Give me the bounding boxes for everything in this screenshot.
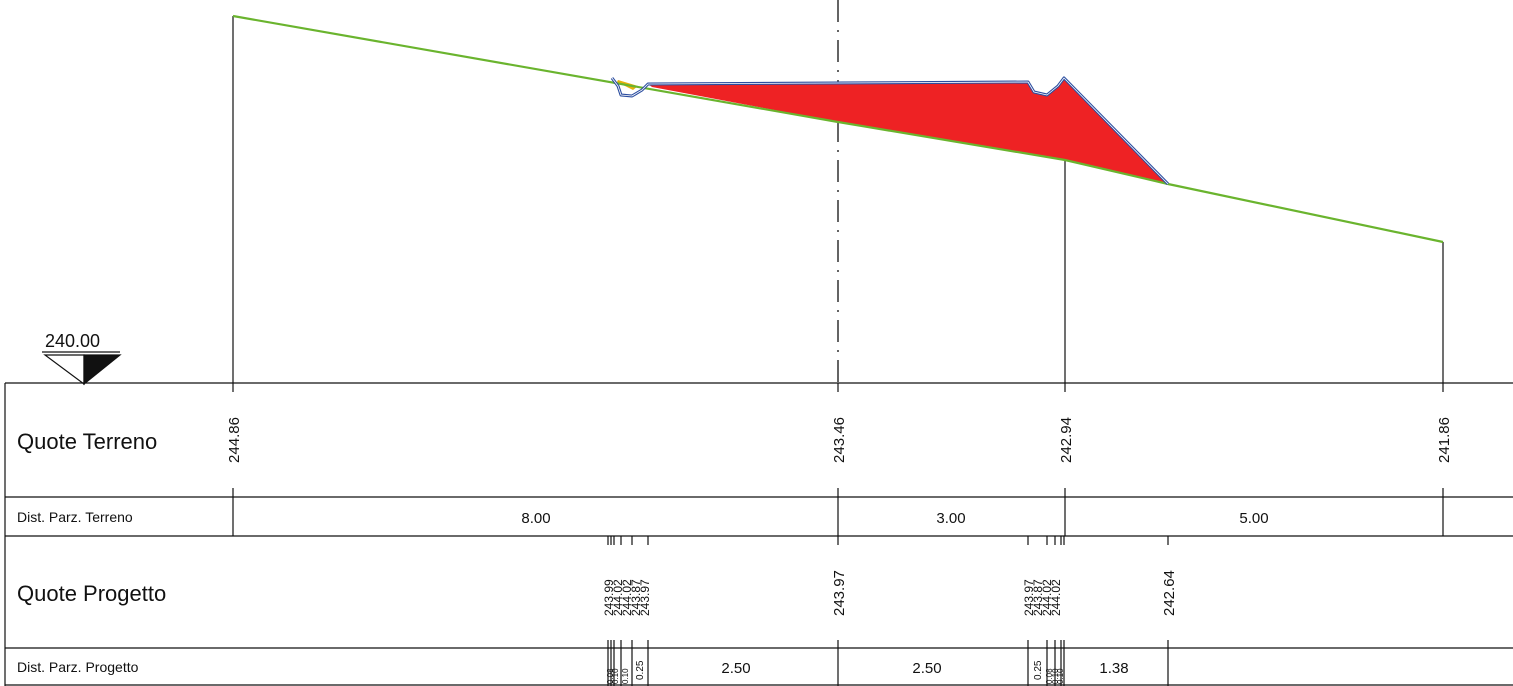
datum-triangle-black: [83, 354, 122, 386]
project-distance-label: 2.50: [721, 660, 750, 677]
project-distance-tiny-label: 0.08: [606, 668, 615, 684]
project-distance-tiny-label: 0.10: [1056, 668, 1065, 684]
project-distance-tiny-label: 0.10: [611, 668, 620, 684]
terrain-elevation-label: 241.86: [1436, 417, 1453, 463]
row-header-quote-progetto: Quote Progetto: [17, 581, 166, 606]
terrain-elevation-label: 244.86: [226, 417, 243, 463]
project-distance-tiny-label: 0.10: [621, 668, 630, 684]
project-distance-label: 1.38: [1099, 660, 1128, 677]
row-header-dist-parz-terreno: Dist. Parz. Terreno: [17, 509, 133, 525]
embankment-fill: [648, 78, 1168, 184]
datum-triangle-white: [43, 354, 85, 386]
terrain-distance-label: 8.00: [521, 510, 550, 527]
terrain-elevation-label: 242.94: [1058, 417, 1075, 463]
project-line-inner: [611, 77, 1169, 185]
row-header-quote-terreno: Quote Terreno: [17, 429, 157, 454]
terrain-distance-label: 5.00: [1239, 510, 1268, 527]
terrain-elevation-label: 243.46: [831, 417, 848, 463]
project-elevation-label: 243.97: [1022, 579, 1036, 616]
project-elevation-label: 243.99: [602, 579, 616, 616]
terrain-line: [232, 14, 1444, 244]
project-elevation-label: 244.02: [620, 579, 634, 616]
project-elevation-label: 244.02: [1040, 579, 1054, 616]
project-elevation-label: 243.87: [629, 579, 643, 616]
project-elevation-label: 243.97: [831, 570, 848, 616]
terrain-distance-label: 3.00: [936, 510, 965, 527]
project-distance-small-label: 0.25: [635, 660, 646, 680]
project-distance-tiny-label: 0.08: [1045, 668, 1054, 684]
row-header-dist-parz-progetto: Dist. Parz. Progetto: [17, 659, 139, 675]
terrain-guides: [232, 16, 1444, 383]
project-distance-small-label: 0.25: [1033, 660, 1044, 680]
project-elevation-label: 243.97: [638, 579, 652, 616]
project-elevation-label: 242.64: [1161, 570, 1178, 616]
project-distance-tiny-label: 0.10: [1051, 668, 1060, 684]
project-elevation-label: 244.02: [1049, 579, 1063, 616]
project-elevation-label: 244.02: [611, 579, 625, 616]
datum-marker: 240.00: [42, 331, 122, 386]
datum-label: 240.00: [45, 331, 100, 351]
project-distance-label: 2.50: [912, 660, 941, 677]
project-elevation-label: 243.87: [1031, 579, 1045, 616]
table-grid: [4, 382, 1513, 686]
